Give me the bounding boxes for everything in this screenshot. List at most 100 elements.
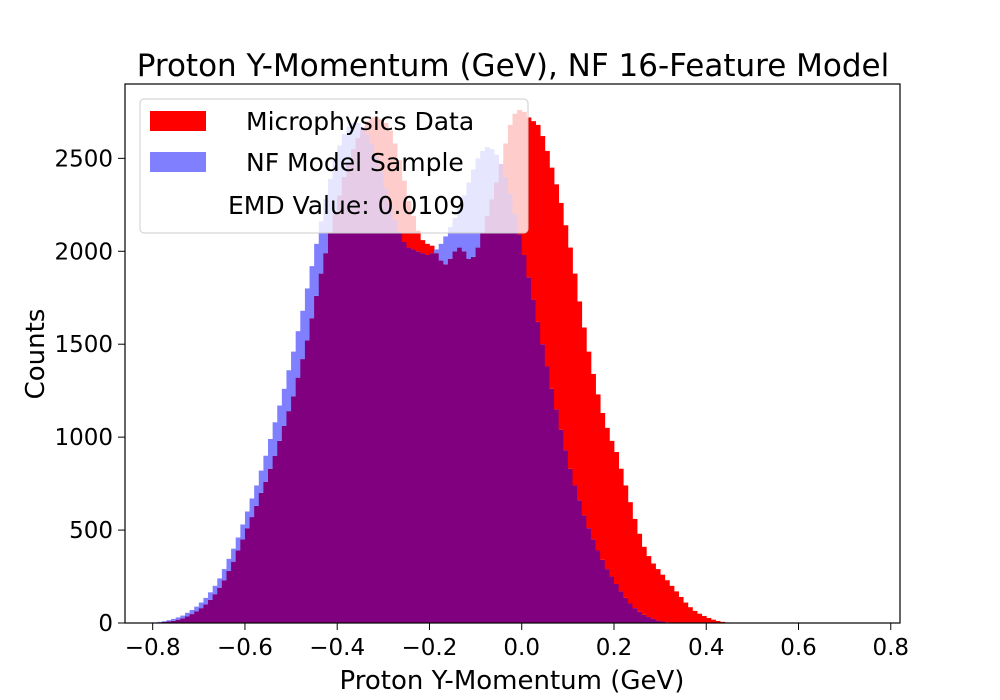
y-tick-label: 2500 — [54, 146, 113, 172]
bar-overlap — [221, 580, 227, 623]
bar-overlap — [470, 256, 476, 623]
bar-overlap — [406, 247, 412, 623]
bar-microphysics — [706, 617, 712, 623]
bar-microphysics — [586, 351, 592, 529]
bar-microphysics — [687, 607, 693, 623]
bar-overlap — [240, 539, 246, 623]
bar-overlap — [590, 539, 596, 623]
bar-nf-model — [161, 621, 167, 622]
bar-microphysics — [715, 620, 721, 623]
x-tick-label: 0.6 — [780, 635, 817, 661]
bar-nf-model — [184, 612, 190, 617]
bar-microphysics — [540, 136, 546, 345]
bar-overlap — [189, 614, 195, 623]
plot-frame — [124, 83, 901, 624]
bar-overlap — [554, 409, 560, 623]
bar-microphysics — [673, 591, 679, 623]
bar-microphysics — [641, 546, 647, 615]
bar-overlap — [443, 264, 449, 623]
bar-overlap — [535, 321, 541, 623]
bar-overlap — [369, 143, 375, 623]
bar-overlap — [194, 611, 200, 623]
bar-nf-model — [443, 236, 449, 265]
bar-overlap — [374, 156, 380, 623]
bar-overlap — [203, 604, 209, 623]
bar-overlap — [318, 273, 324, 623]
bar-overlap — [291, 396, 297, 623]
bar-nf-model — [221, 569, 227, 581]
bar-overlap — [429, 253, 435, 624]
bar-overlap — [475, 247, 481, 623]
bar-overlap — [360, 128, 366, 623]
bar-overlap — [494, 182, 500, 623]
bar-nf-model — [291, 351, 297, 397]
bar-microphysics — [627, 502, 633, 604]
bar-nf-model — [231, 548, 237, 562]
x-tick-label: 0.4 — [688, 635, 725, 661]
bar-overlap — [355, 137, 361, 623]
bar-overlap — [655, 620, 661, 623]
bar-microphysics — [664, 580, 670, 623]
bar-overlap — [577, 500, 583, 623]
bar-nf-model — [244, 511, 250, 529]
bar-microphysics — [600, 412, 606, 560]
bar-overlap — [623, 597, 629, 623]
bar-microphysics — [650, 563, 656, 619]
bar-microphysics — [549, 167, 555, 389]
legend-swatch-microphysics — [150, 111, 206, 131]
bar-microphysics — [572, 273, 578, 486]
bar-overlap — [558, 429, 564, 623]
bar-overlap — [484, 215, 490, 623]
bar-nf-model — [180, 615, 186, 619]
bar-overlap — [660, 621, 666, 623]
bar-overlap — [383, 188, 389, 623]
bar-nf-model — [258, 470, 264, 493]
y-tick-label: 2000 — [54, 239, 113, 265]
bar-overlap — [521, 254, 527, 623]
bar-overlap — [212, 594, 218, 623]
bar-microphysics — [581, 327, 587, 516]
bar-overlap — [646, 617, 652, 623]
bar-nf-model — [281, 388, 287, 426]
bar-overlap — [466, 258, 472, 623]
bar-microphysics — [595, 394, 601, 551]
bar-nf-model — [438, 243, 444, 261]
bar-overlap — [254, 505, 260, 623]
bars-layer — [152, 110, 735, 624]
bar-overlap — [272, 455, 278, 623]
bar-overlap — [337, 195, 343, 623]
bar-overlap — [314, 295, 320, 623]
bar-overlap — [184, 616, 190, 623]
bar-nf-model — [318, 221, 324, 274]
bar-nf-model — [198, 602, 204, 609]
bar-overlap — [567, 468, 573, 623]
bar-overlap — [258, 492, 264, 623]
bar-nf-model — [166, 620, 172, 622]
bar-overlap — [420, 253, 426, 624]
y-axis-label: Counts — [21, 309, 51, 400]
bar-overlap — [286, 411, 292, 623]
bar-nf-model — [314, 243, 320, 296]
x-tick-label: −0.2 — [402, 635, 458, 661]
bar-overlap — [517, 234, 523, 623]
bar-overlap — [452, 251, 458, 623]
bar-overlap — [549, 388, 555, 623]
bar-microphysics — [535, 124, 541, 322]
bar-microphysics — [544, 150, 550, 367]
bar-microphysics — [660, 574, 666, 622]
bar-overlap — [217, 587, 223, 623]
bar-overlap — [198, 608, 204, 623]
bar-nf-model — [254, 485, 260, 506]
bar-overlap — [327, 232, 333, 624]
bar-nf-model — [208, 592, 214, 600]
bar-overlap — [512, 214, 518, 623]
bar-overlap — [457, 247, 463, 623]
bar-microphysics — [415, 230, 421, 252]
bar-overlap — [461, 251, 467, 623]
bar-microphysics — [590, 373, 596, 540]
y-axis: 0 500 1000 1500 2000 2500 — [54, 146, 125, 637]
bar-microphysics — [420, 240, 426, 254]
bar-overlap — [235, 550, 241, 623]
bar-nf-model — [272, 422, 278, 456]
x-axis-label: Proton Y-Momentum (GeV) — [340, 666, 685, 696]
